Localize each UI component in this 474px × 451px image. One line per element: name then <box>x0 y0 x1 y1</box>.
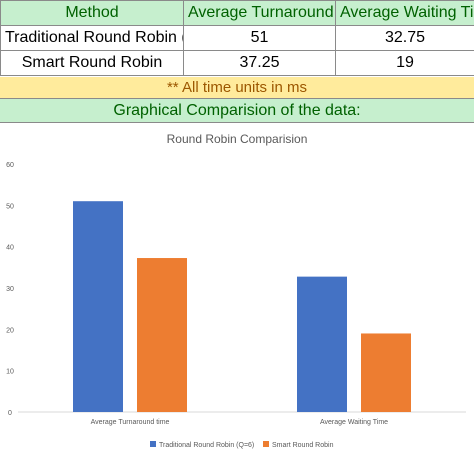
y-tick-label: 50 <box>6 203 14 210</box>
y-tick-label: 20 <box>6 327 14 334</box>
x-category-label: Average Turnaround time <box>91 419 170 426</box>
bar-smart-waiting <box>361 333 411 412</box>
header-turnaround: Average Turnaround time <box>183 0 336 26</box>
bar-chart: Round Robin Comparision 0 10 20 30 40 50 60 Aver… <box>6 132 466 449</box>
bar-smart-turnaround <box>137 258 187 412</box>
row-waiting: 19 <box>335 50 474 76</box>
row-turnaround: 51 <box>183 25 336 51</box>
header-method: Method <box>0 0 184 26</box>
chart-title: Round Robin Comparision <box>167 132 308 146</box>
row-turnaround: 37.25 <box>183 50 336 76</box>
table-row: Smart Round Robin 37.25 19 <box>0 50 474 76</box>
y-tick-label: 60 <box>6 162 14 169</box>
bar-traditional-turnaround <box>73 201 123 412</box>
comparison-table: Method Average Turnaround time Average W… <box>0 0 474 76</box>
table-header-row: Method Average Turnaround time Average W… <box>0 0 474 26</box>
legend-swatch <box>263 441 269 447</box>
bar-traditional-waiting <box>297 276 347 412</box>
row-method: Smart Round Robin <box>0 50 184 76</box>
table-row: Traditional Round Robin (Q=6) 51 32.75 <box>0 25 474 51</box>
header-waiting: Average Waiting Time <box>335 0 474 26</box>
x-category-label: Average Waiting Time <box>320 419 388 426</box>
y-tick-label: 0 <box>8 410 12 417</box>
row-method: Traditional Round Robin (Q=6) <box>0 25 184 51</box>
legend-label: Traditional Round Robin (Q=6) <box>159 442 254 449</box>
y-tick-label: 30 <box>6 286 14 293</box>
legend-swatch <box>150 441 156 447</box>
units-note: ** All time units in ms <box>0 77 474 99</box>
y-tick-label: 10 <box>6 369 14 376</box>
legend-label: Smart Round Robin <box>272 442 334 449</box>
row-waiting: 32.75 <box>335 25 474 51</box>
chart-banner: Graphical Comparision of the data: <box>0 99 474 123</box>
y-tick-label: 40 <box>6 245 14 252</box>
